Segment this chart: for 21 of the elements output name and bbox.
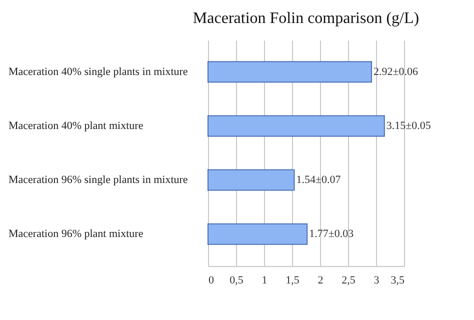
bar: [208, 115, 385, 137]
data-label: 3.15±0.05: [386, 120, 432, 132]
x-tick-label: 2,5: [342, 274, 356, 286]
data-label: 1.77±0.03: [309, 228, 354, 240]
bar: [208, 169, 295, 191]
data-label: 1.54±0.07: [296, 174, 342, 186]
y-tick-label: Maceration 96% plant mixture: [8, 228, 144, 240]
bar: [208, 223, 308, 245]
x-tick-label: 0,5: [230, 274, 244, 286]
x-tick-label: 3: [374, 274, 380, 286]
x-tick-label: 1,5: [286, 274, 300, 286]
chart-title: Maceration Folin comparison (g/L): [192, 10, 420, 27]
y-tick-label: Maceration 96% single plants in mixture: [8, 174, 188, 186]
y-tick-label: Maceration 40% single plants in mixture: [8, 66, 188, 78]
x-tick-label: 0: [208, 274, 214, 286]
x-tick-label: 3,5: [390, 274, 405, 286]
x-tick-label: 2: [318, 274, 324, 286]
bar: [208, 61, 372, 83]
x-tick-label: 1: [262, 274, 268, 286]
y-tick-label: Maceration 40% plant mixture: [8, 120, 144, 132]
data-label: 2.92±0.06: [374, 66, 419, 78]
